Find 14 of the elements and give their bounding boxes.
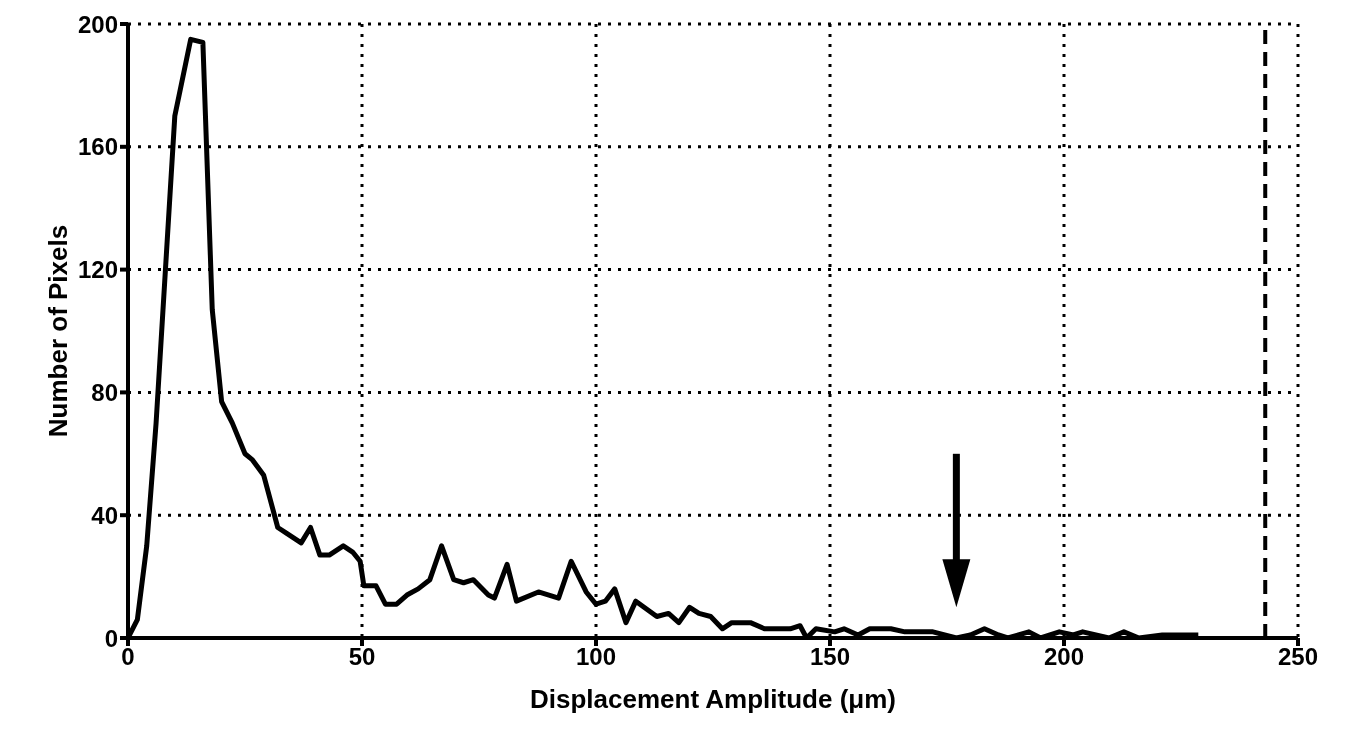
x-axis-title: Displacement Amplitude (μm) [530,684,896,714]
x-tick-label: 200 [1043,643,1085,671]
y-tick-label: 0 [104,624,118,652]
y-tick-label: 120 [77,256,118,284]
y-axis-title: Number of Pixels [43,224,74,438]
y-tick-label: 160 [77,133,118,161]
x-tick-label: 0 [121,643,135,671]
x-tick-label: 250 [1277,643,1319,671]
x-tick-label: 150 [809,643,851,671]
x-tick-label: 50 [348,643,376,671]
x-tick-label: 100 [575,643,617,671]
y-tick-label: 40 [91,501,118,529]
y-tick-label: 80 [91,378,118,406]
y-tick-label: 200 [77,10,118,38]
